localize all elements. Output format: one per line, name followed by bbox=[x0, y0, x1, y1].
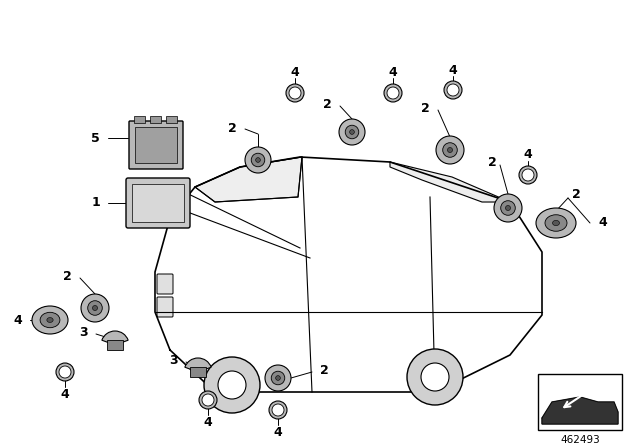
Circle shape bbox=[345, 125, 359, 139]
Circle shape bbox=[436, 136, 464, 164]
Circle shape bbox=[407, 349, 463, 405]
FancyBboxPatch shape bbox=[157, 297, 173, 317]
FancyBboxPatch shape bbox=[126, 178, 190, 228]
Text: 4: 4 bbox=[291, 65, 300, 78]
Circle shape bbox=[339, 119, 365, 145]
Bar bbox=[107, 340, 123, 350]
Wedge shape bbox=[102, 331, 128, 345]
Polygon shape bbox=[390, 162, 510, 202]
FancyBboxPatch shape bbox=[157, 274, 173, 294]
Circle shape bbox=[272, 404, 284, 416]
Ellipse shape bbox=[536, 208, 576, 238]
Text: 2: 2 bbox=[63, 270, 72, 283]
Bar bbox=[166, 116, 177, 123]
Circle shape bbox=[444, 81, 462, 99]
Ellipse shape bbox=[40, 312, 60, 327]
Text: 2: 2 bbox=[488, 155, 497, 168]
Circle shape bbox=[88, 301, 102, 315]
Circle shape bbox=[202, 394, 214, 406]
FancyBboxPatch shape bbox=[129, 121, 183, 169]
Text: 2: 2 bbox=[421, 102, 430, 115]
Polygon shape bbox=[542, 397, 618, 424]
Ellipse shape bbox=[552, 220, 559, 226]
Text: 3: 3 bbox=[170, 353, 178, 366]
Circle shape bbox=[269, 401, 287, 419]
Circle shape bbox=[506, 206, 511, 211]
Circle shape bbox=[447, 84, 459, 96]
Text: 4: 4 bbox=[13, 314, 22, 327]
Circle shape bbox=[81, 294, 109, 322]
Circle shape bbox=[252, 153, 265, 167]
Circle shape bbox=[443, 143, 457, 157]
Circle shape bbox=[255, 158, 260, 162]
Text: 4: 4 bbox=[274, 426, 282, 439]
Wedge shape bbox=[185, 358, 211, 372]
Circle shape bbox=[59, 366, 71, 378]
Circle shape bbox=[421, 363, 449, 391]
Circle shape bbox=[204, 357, 260, 413]
Circle shape bbox=[245, 147, 271, 173]
Ellipse shape bbox=[47, 318, 53, 323]
Text: 5: 5 bbox=[92, 132, 100, 145]
Circle shape bbox=[286, 84, 304, 102]
Text: 4: 4 bbox=[61, 388, 69, 401]
Text: 2: 2 bbox=[320, 363, 329, 376]
Circle shape bbox=[522, 169, 534, 181]
Bar bbox=[134, 116, 145, 123]
Text: 3: 3 bbox=[79, 326, 88, 339]
Bar bbox=[190, 367, 206, 377]
Text: 2: 2 bbox=[228, 121, 237, 134]
Circle shape bbox=[519, 166, 537, 184]
Circle shape bbox=[271, 371, 285, 385]
Ellipse shape bbox=[545, 215, 567, 231]
Circle shape bbox=[494, 194, 522, 222]
Text: 2: 2 bbox=[572, 189, 580, 202]
Polygon shape bbox=[195, 157, 302, 202]
Circle shape bbox=[500, 201, 515, 215]
Text: 4: 4 bbox=[449, 64, 458, 77]
Bar bbox=[132, 184, 184, 222]
Text: 4: 4 bbox=[598, 216, 607, 229]
Circle shape bbox=[447, 147, 452, 152]
Circle shape bbox=[218, 371, 246, 399]
Text: 462493: 462493 bbox=[560, 435, 600, 445]
Bar bbox=[538, 374, 622, 430]
Text: 2: 2 bbox=[323, 98, 332, 111]
Circle shape bbox=[289, 87, 301, 99]
Circle shape bbox=[276, 376, 280, 380]
Text: 1: 1 bbox=[92, 197, 100, 210]
Text: 4: 4 bbox=[524, 148, 532, 161]
Circle shape bbox=[93, 306, 97, 310]
Circle shape bbox=[349, 129, 355, 134]
Circle shape bbox=[265, 365, 291, 391]
Ellipse shape bbox=[32, 306, 68, 334]
Circle shape bbox=[384, 84, 402, 102]
Text: 4: 4 bbox=[388, 65, 397, 78]
Text: 4: 4 bbox=[204, 415, 212, 428]
Bar bbox=[135, 127, 177, 163]
Circle shape bbox=[199, 391, 217, 409]
Bar bbox=[150, 116, 161, 123]
Circle shape bbox=[56, 363, 74, 381]
Circle shape bbox=[387, 87, 399, 99]
